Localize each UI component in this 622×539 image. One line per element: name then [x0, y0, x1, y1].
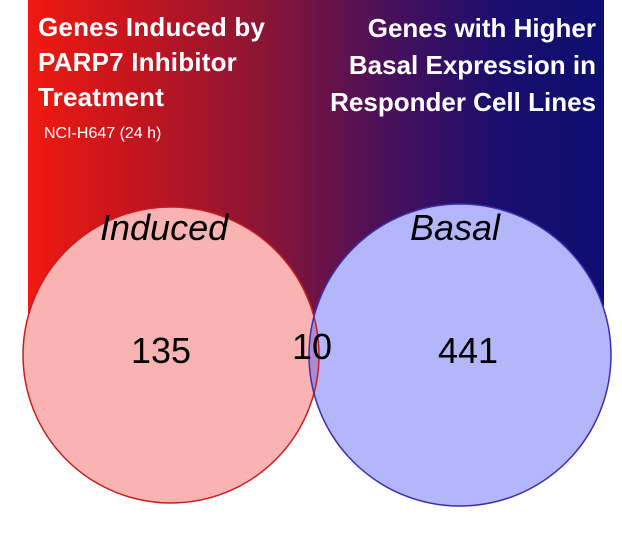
overlap-count: 10	[292, 326, 333, 367]
left-title: Genes Induced by PARP7 Inhibitor Treatme…	[38, 12, 266, 112]
right-set-circle	[309, 204, 611, 506]
right-title: Genes with Higher Basal Expression in Re…	[330, 13, 596, 117]
left-subtitle: NCI-H647 (24 h)	[44, 125, 162, 142]
left-set-outline	[22, 206, 320, 504]
left-set-circle	[23, 207, 319, 503]
left-only-count: 135	[131, 330, 192, 371]
left-set-label: Induced	[100, 207, 229, 248]
right-set-outline	[308, 203, 612, 507]
right-only-count: 441	[438, 330, 499, 371]
right-set-label: Basal	[410, 207, 501, 248]
